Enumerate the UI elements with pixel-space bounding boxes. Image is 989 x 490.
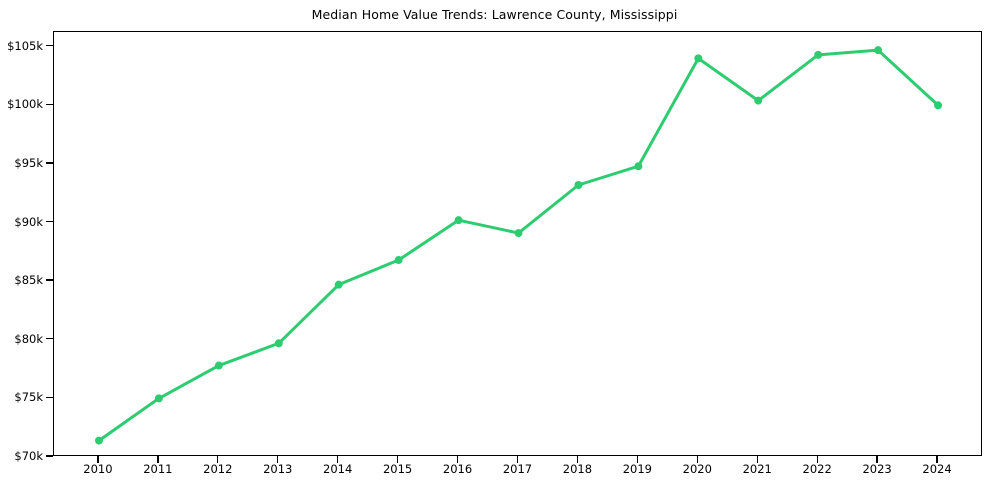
x-axis-tick-label: 2016 bbox=[442, 462, 473, 476]
data-point-marker: 2015: 86800 bbox=[394, 256, 403, 265]
y-axis-tick-label: $85k bbox=[14, 273, 43, 288]
y-axis-tick-mark bbox=[46, 220, 53, 223]
series-markers: 2010: 71400 2011: 75000 2012: 77800 2013: 7… bbox=[94, 46, 943, 445]
x-axis-tick-mark bbox=[576, 456, 579, 463]
y-axis-tick-label: $75k bbox=[14, 390, 43, 405]
data-point-marker: 2012: 77800 bbox=[214, 361, 223, 370]
y-axis-tick-mark bbox=[46, 45, 53, 47]
plot-area: 2010: 71400 2011: 75000 2012: 77800 2013: 7… bbox=[53, 31, 982, 456]
y-axis-tick-mark bbox=[46, 338, 53, 340]
x-axis-tick-label: 2024 bbox=[922, 462, 952, 476]
x-axis-tick-label: 2012 bbox=[203, 462, 233, 476]
data-point-marker: 2019: 94800 bbox=[634, 162, 643, 171]
x-axis-tick-label: 2023 bbox=[862, 462, 892, 476]
y-axis-tick-label: $105k bbox=[7, 38, 43, 53]
y-axis-tick-mark bbox=[46, 455, 53, 457]
y-axis-tick-label: $95k bbox=[14, 155, 43, 170]
data-point-marker: 2020: 104000 bbox=[694, 54, 703, 63]
chart-title: Median Home Value Trends: Lawrence Count… bbox=[311, 7, 678, 22]
x-axis-tick-mark bbox=[816, 456, 818, 463]
data-point-marker: 2023: 104700 bbox=[874, 46, 883, 55]
x-axis-tick-label: 2018 bbox=[562, 462, 593, 476]
x-axis-tick-label: 2020 bbox=[682, 462, 712, 476]
x-axis-tick-mark bbox=[936, 456, 938, 463]
x-axis-tick-mark bbox=[696, 456, 698, 463]
x-axis-tick-mark bbox=[636, 456, 639, 463]
y-axis-tick-label: $80k bbox=[14, 331, 43, 346]
x-axis-tick-label: 2021 bbox=[742, 462, 772, 476]
x-axis-tick-label: 2013 bbox=[263, 462, 293, 476]
x-axis-tick-mark bbox=[756, 456, 758, 463]
x-axis-tick-mark bbox=[157, 456, 159, 463]
x-axis-tick-mark bbox=[396, 456, 399, 463]
x-axis-tick-mark bbox=[97, 456, 99, 463]
line-series-svg: 2010: 71400 2011: 75000 2012: 77800 2013: 7… bbox=[94, 46, 943, 445]
x-axis-tick-mark bbox=[217, 456, 219, 463]
y-axis-tick-label: $100k bbox=[7, 97, 43, 112]
series-line-median-home-value bbox=[97, 48, 940, 443]
y-axis-tick-mark bbox=[46, 162, 53, 164]
y-axis-tick-label: $90k bbox=[14, 214, 43, 229]
data-point-marker: 2018: 93200 bbox=[574, 181, 583, 189]
x-axis-tick-mark bbox=[876, 456, 878, 463]
x-axis-tick-mark bbox=[516, 456, 519, 463]
x-axis-tick-mark bbox=[277, 456, 279, 463]
x-axis-tick-mark bbox=[456, 456, 459, 463]
x-axis-tick-label: 2017 bbox=[502, 462, 533, 476]
data-point-marker: 2010: 71400 bbox=[94, 436, 103, 445]
data-point-marker: 2022: 104300 bbox=[814, 50, 823, 59]
data-point-marker: 2011: 75000 bbox=[154, 394, 163, 403]
data-point-marker: 2017: 89100 bbox=[514, 229, 523, 238]
x-axis-tick-label: 2022 bbox=[802, 462, 832, 476]
y-axis-tick-mark bbox=[46, 103, 53, 105]
x-axis-tick-label: 2011 bbox=[143, 462, 173, 476]
data-point-marker: 2021: 100400 bbox=[754, 96, 763, 105]
x-axis-tick-label: 2014 bbox=[323, 462, 353, 476]
x-axis-tick-mark bbox=[337, 456, 339, 463]
y-axis-tick-mark bbox=[46, 396, 53, 399]
data-point-marker: 2016: 90200 bbox=[454, 216, 463, 225]
data-point-marker: 2014: 84700 bbox=[334, 280, 343, 289]
x-axis-tick-label: 2019 bbox=[622, 462, 652, 476]
data-point-marker: 2024: 100000 bbox=[934, 101, 943, 110]
data-point-marker: 2013: 79700 bbox=[274, 339, 283, 348]
x-axis-tick-label: 2015 bbox=[382, 462, 413, 476]
y-axis-tick-labels: $70k $75k $80k $85k $90k $95k $100k $105k bbox=[0, 0, 43, 490]
y-axis-tick-mark bbox=[46, 279, 53, 281]
x-axis-tick-label: 2010 bbox=[83, 462, 113, 476]
y-axis-tick-label: $70k bbox=[14, 449, 43, 463]
